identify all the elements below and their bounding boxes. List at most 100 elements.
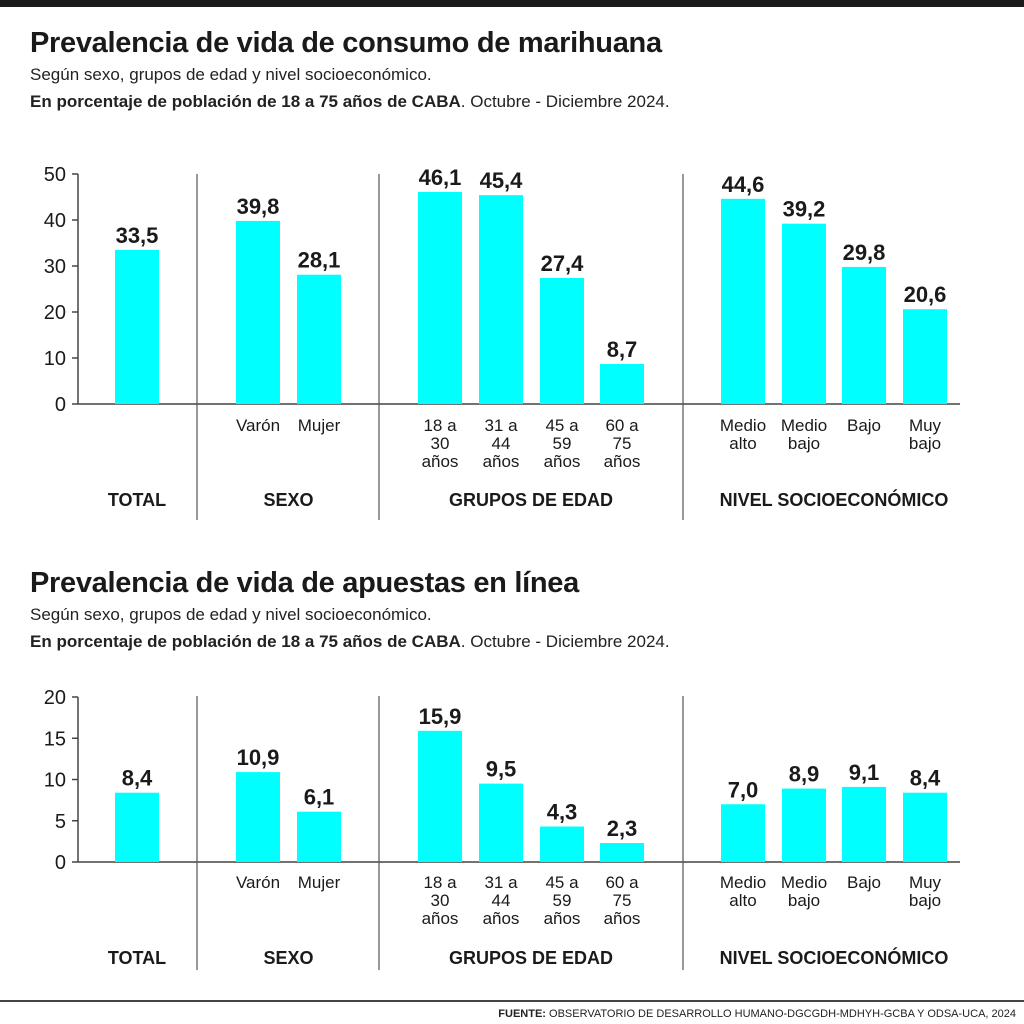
category-label: 60 a 75 años bbox=[604, 416, 641, 471]
category-label-line: Muy bbox=[909, 873, 942, 892]
bar bbox=[782, 223, 826, 404]
category-label-line: años bbox=[422, 452, 459, 471]
category-label-line: años bbox=[544, 909, 581, 928]
bar-chart-apuestas: 0 5 10 15 20 8,4 TOTAL 10,9 Varón 6,1 Mujer SEXO 15,… bbox=[44, 690, 960, 970]
bar-value-label: 29,8 bbox=[843, 240, 886, 265]
bar bbox=[721, 198, 765, 404]
category-label: 18 a 30 años bbox=[422, 873, 459, 928]
y-tick-label: 5 bbox=[55, 811, 66, 833]
y-tick-label: 10 bbox=[44, 348, 66, 370]
chart-units: En porcentaje de población de 18 a 75 añ… bbox=[30, 632, 670, 652]
source-note: FUENTE: OBSERVATORIO DE DESARROLLO HUMAN… bbox=[498, 1008, 1016, 1020]
bar-value-label: 39,2 bbox=[783, 197, 826, 222]
bar-value-label: 28,1 bbox=[298, 248, 341, 273]
bar bbox=[297, 274, 341, 404]
chart-subtitle: Según sexo, grupos de edad y nivel socio… bbox=[30, 605, 432, 624]
category-label-line: 45 a bbox=[545, 873, 579, 892]
bar-value-label: 33,5 bbox=[116, 223, 159, 248]
category-label-line: 30 bbox=[431, 891, 450, 910]
category-label: 45 a 59 años bbox=[544, 873, 581, 928]
bar-value-label: 15,9 bbox=[419, 704, 462, 729]
bar-value-label: 27,4 bbox=[541, 251, 585, 276]
bar bbox=[600, 843, 644, 862]
bar bbox=[418, 191, 462, 404]
bar-value-label: 8,4 bbox=[122, 766, 153, 791]
bar-value-label: 2,3 bbox=[607, 816, 638, 841]
category-label: Varón bbox=[236, 416, 280, 435]
chart-title: Prevalencia de vida de consumo de marihu… bbox=[30, 27, 662, 59]
category-label: 45 a 59 años bbox=[544, 416, 581, 471]
bar bbox=[236, 220, 280, 404]
category-label-line: años bbox=[604, 909, 641, 928]
y-tick-label: 20 bbox=[44, 690, 66, 709]
category-label-line: bajo bbox=[788, 891, 820, 910]
bar-value-label: 45,4 bbox=[480, 168, 524, 193]
group-label: SEXO bbox=[263, 490, 313, 510]
category-label-line: Medio bbox=[781, 416, 827, 435]
bar bbox=[903, 792, 947, 862]
bar-value-label: 8,9 bbox=[789, 762, 820, 787]
group-label: NIVEL SOCIOECONÓMICO bbox=[720, 489, 949, 510]
chart-units-bold: En porcentaje de población de 18 a 75 añ… bbox=[30, 632, 461, 651]
category-label-line: Bajo bbox=[847, 416, 881, 435]
category-label: 31 a 44 años bbox=[483, 416, 520, 471]
category-label-line: años bbox=[604, 452, 641, 471]
category-label-line: 31 a bbox=[484, 416, 518, 435]
source-text: OBSERVATORIO DE DESARROLLO HUMANO-DGCGDH… bbox=[545, 1008, 1016, 1020]
bar-value-label: 39,8 bbox=[237, 194, 280, 219]
bar bbox=[540, 277, 584, 404]
chart-units-bold: En porcentaje de población de 18 a 75 añ… bbox=[30, 92, 461, 111]
category-label: Muy bajo bbox=[909, 873, 942, 910]
category-label-line: años bbox=[422, 909, 459, 928]
group-label: SEXO bbox=[263, 948, 313, 968]
category-label-line: 75 bbox=[613, 434, 632, 453]
bar bbox=[115, 792, 159, 862]
bar-value-label: 10,9 bbox=[237, 745, 280, 770]
y-tick-label: 30 bbox=[44, 256, 66, 278]
bar-value-label: 6,1 bbox=[304, 785, 335, 810]
bar-value-label: 8,7 bbox=[607, 337, 638, 362]
bar-chart-marihuana: 0 10 20 30 40 50 33,5 TOTAL 39,8 Varón 28,1 Mujer SE… bbox=[44, 164, 960, 520]
bar bbox=[600, 363, 644, 404]
bar-value-label: 8,4 bbox=[910, 766, 941, 791]
top-border bbox=[0, 0, 1024, 7]
category-label-line: Varón bbox=[236, 873, 280, 892]
chart-title: Prevalencia de vida de apuestas en línea bbox=[30, 567, 579, 599]
bar bbox=[297, 811, 341, 862]
category-label-line: 18 a bbox=[423, 416, 457, 435]
category-label: Medio alto bbox=[720, 873, 766, 910]
group-label: GRUPOS DE EDAD bbox=[449, 948, 613, 968]
category-label: Bajo bbox=[847, 873, 881, 892]
source-label: FUENTE: bbox=[498, 1008, 546, 1020]
category-label: Muy bajo bbox=[909, 416, 942, 453]
bar-value-label: 7,0 bbox=[728, 777, 759, 802]
bar-value-label: 20,6 bbox=[904, 282, 947, 307]
bar bbox=[721, 804, 765, 862]
category-label-line: Varón bbox=[236, 416, 280, 435]
category-label-line: Medio bbox=[720, 416, 766, 435]
y-tick-label: 40 bbox=[44, 210, 66, 232]
bar bbox=[236, 772, 280, 862]
category-label-line: Mujer bbox=[298, 873, 341, 892]
category-label-line: 60 a bbox=[605, 873, 639, 892]
category-label: Varón bbox=[236, 873, 280, 892]
group-label: TOTAL bbox=[108, 948, 166, 968]
category-label-line: Medio bbox=[781, 873, 827, 892]
bar bbox=[479, 195, 523, 404]
category-label-line: años bbox=[544, 452, 581, 471]
category-label: Medio alto bbox=[720, 416, 766, 453]
category-label: Mujer bbox=[298, 873, 341, 892]
category-label-line: años bbox=[483, 909, 520, 928]
y-tick-label: 0 bbox=[55, 394, 66, 416]
category-label-line: 60 a bbox=[605, 416, 639, 435]
y-tick-label: 50 bbox=[44, 164, 66, 186]
category-label-line: 30 bbox=[431, 434, 450, 453]
bar bbox=[842, 266, 886, 404]
bar-value-label: 9,1 bbox=[849, 760, 880, 785]
category-label: 60 a 75 años bbox=[604, 873, 641, 928]
category-label-line: 45 a bbox=[545, 416, 579, 435]
category-label-line: 59 bbox=[553, 891, 572, 910]
category-label: Bajo bbox=[847, 416, 881, 435]
footer-rule bbox=[0, 1000, 1024, 1002]
category-label-line: bajo bbox=[788, 434, 820, 453]
